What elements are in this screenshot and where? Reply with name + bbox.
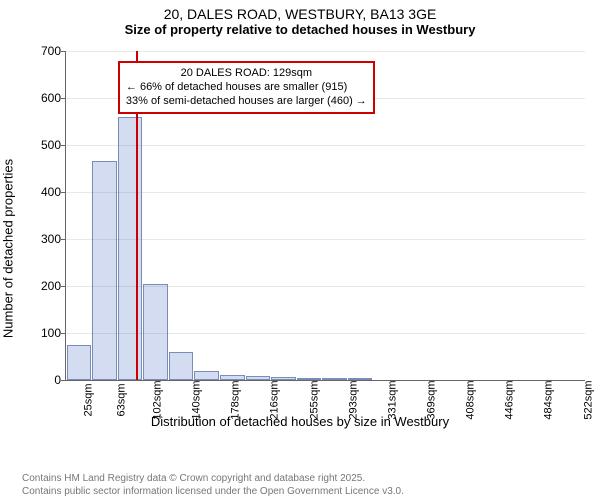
footer-line-2: Contains public sector information licen… [22,486,404,499]
y-axis-label: Number of detached properties [1,159,16,338]
y-tick-label: 100 [26,326,61,340]
bar [143,284,168,380]
y-tick-label: 700 [26,44,61,58]
annotation-line-2: ← 66% of detached houses are smaller (91… [126,80,367,94]
bar [92,161,117,380]
y-tick-label: 200 [26,279,61,293]
chart-subtitle: Size of property relative to detached ho… [0,22,600,41]
plot-area: 0100200300400500600700 20 DALES ROAD: 12… [65,51,585,381]
y-tick-label: 600 [26,91,61,105]
y-tick-mark [61,98,66,99]
x-tick-label: 25sqm [83,383,95,416]
y-tick-mark [61,51,66,52]
annotation-box: 20 DALES ROAD: 129sqm ← 66% of detached … [118,61,375,114]
bar [118,117,143,380]
chart-title: 20, DALES ROAD, WESTBURY, BA13 3GE [0,0,600,22]
gridline [66,51,585,52]
annotation-line-1: 20 DALES ROAD: 129sqm [126,66,367,80]
y-tick-label: 400 [26,185,61,199]
footer-line-1: Contains HM Land Registry data © Crown c… [22,473,404,486]
y-tick-mark [61,286,66,287]
gridline [66,145,585,146]
gridline [66,239,585,240]
y-tick-label: 500 [26,138,61,152]
y-tick-mark [61,145,66,146]
chart-container: Number of detached properties 0100200300… [0,41,600,441]
x-axis-label: Distribution of detached houses by size … [0,414,600,429]
y-tick-mark [61,239,66,240]
annotation-line-3: 33% of semi-detached houses are larger (… [126,94,367,108]
chart-footer: Contains HM Land Registry data © Crown c… [22,473,404,498]
y-tick-label: 300 [26,232,61,246]
y-tick-mark [61,333,66,334]
bar [194,371,219,380]
x-ticks-group: 25sqm63sqm102sqm140sqm178sqm216sqm255sqm… [66,380,585,392]
gridline [66,286,585,287]
y-tick-mark [61,192,66,193]
x-tick-label: 63sqm [116,383,128,416]
gridline [66,192,585,193]
gridline [66,333,585,334]
bar [169,352,194,380]
bar [67,345,92,380]
y-tick-label: 0 [26,373,61,387]
